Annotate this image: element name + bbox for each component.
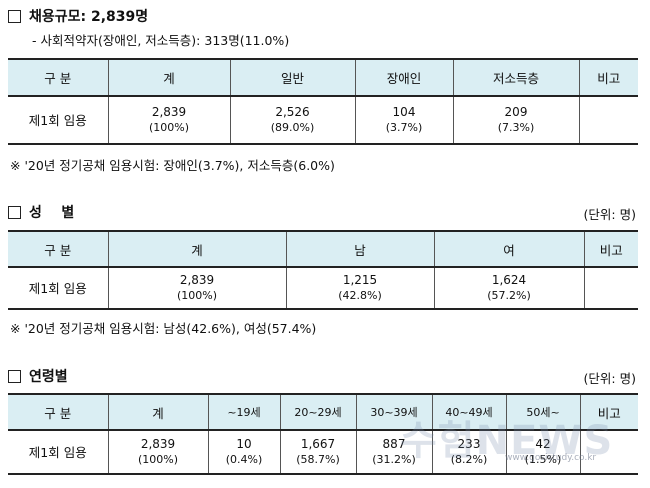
cell-percent: (3.7%)	[385, 121, 423, 134]
cell-percent: (7.3%)	[497, 121, 535, 134]
header-cell: 장애인	[354, 58, 454, 97]
header-cell: 50세~	[505, 393, 581, 431]
unit-label: (단위: 명)	[583, 371, 636, 386]
header-cell: 비고	[583, 230, 638, 268]
cell-value: 2,839	[151, 105, 187, 119]
header-cell: 저소득층	[452, 58, 580, 97]
checkbox-icon	[8, 369, 21, 383]
cell-percent: (8.2%)	[450, 453, 488, 466]
data-cell: 887 (31.2%)	[355, 429, 433, 475]
cell-value: 42	[535, 437, 551, 451]
table-row: 제1회 임용 2,839 (100%) 2,526 (89.0%) 104 (3.7%…	[8, 95, 638, 145]
data-cell: 10 (0.4%)	[207, 429, 281, 475]
cell-value: 233	[457, 437, 481, 451]
recruitment-table: 구 분 계 일반 장애인 저소득층 비고 제1회 임용 2,839 (100%) …	[8, 58, 638, 145]
cell-percent: (58.7%)	[296, 453, 340, 466]
unit-label: (단위: 명)	[583, 207, 636, 222]
checkbox-icon	[8, 9, 21, 23]
cell-value: 10	[236, 437, 252, 451]
checkbox-icon	[8, 205, 21, 219]
data-cell: 233 (8.2%)	[431, 429, 507, 475]
cell-percent: (57.2%)	[487, 289, 531, 302]
sub-note: - 사회적약자(장애인, 저소득층): 313명(11.0%)	[32, 33, 290, 48]
watermark-logo: 수험NEWS	[400, 418, 614, 464]
header-cell: 계	[107, 58, 231, 97]
cell-value: 1,624	[491, 273, 527, 287]
data-cell: 1,215 (42.8%)	[285, 266, 435, 310]
header-cell: 구 분	[8, 393, 109, 431]
row-label: 제1회 임용	[8, 429, 109, 475]
cell-value: 209	[504, 105, 528, 119]
header-cell: 일반	[229, 58, 356, 97]
header-cell: 구 분	[8, 230, 109, 268]
gender-table: 구 분 계 남 여 비고 제1회 임용 2,839 (100%) 1,215 (42…	[8, 230, 638, 310]
section-title: 채용규모: 2,839명	[29, 9, 149, 25]
data-cell: 104 (3.7%)	[354, 95, 454, 145]
cell-value: 887	[382, 437, 406, 451]
cell-percent: (31.2%)	[372, 453, 416, 466]
data-cell: 2,839 (100%)	[107, 95, 231, 145]
cell-value: 2,526	[275, 105, 310, 119]
header-cell: 구 분	[8, 58, 109, 97]
cell-percent: (89.0%)	[270, 121, 315, 134]
header-cell: 20~29세	[279, 393, 357, 431]
header-cell: 남	[285, 230, 435, 268]
remarks-cell	[579, 429, 638, 475]
header-cell: 비고	[578, 58, 638, 97]
row-label: 제1회 임용	[8, 266, 109, 310]
cell-value: 2,839	[179, 273, 215, 287]
cell-value: 104	[392, 105, 416, 119]
table-row: 제1회 임용 2,839 (100%) 10 (0.4%) 1,667 (58.7%)…	[8, 429, 638, 475]
cell-percent: (42.8%)	[338, 289, 382, 302]
header-cell: 계	[107, 393, 209, 431]
section-title: 성 별	[29, 205, 75, 221]
data-cell: 1,624 (57.2%)	[433, 266, 585, 310]
data-cell: 2,839 (100%)	[107, 429, 209, 475]
cell-percent: (100%)	[148, 121, 190, 134]
header-cell: 계	[107, 230, 287, 268]
section-heading-recruitment-size: 채용규모: 2,839명	[8, 6, 148, 26]
data-cell: 209 (7.3%)	[452, 95, 580, 145]
table-row: 제1회 임용 2,839 (100%) 1,215 (42.8%) 1,624 (57…	[8, 266, 638, 310]
header-cell: ~19세	[207, 393, 281, 431]
section-heading-age: 연령별	[8, 366, 68, 386]
cell-value: 1,215	[342, 273, 378, 287]
cell-value: 2,839	[140, 437, 176, 451]
cell-percent: (0.4%)	[225, 453, 263, 466]
section-title: 연령별	[29, 369, 68, 385]
cell-percent: (100%)	[137, 453, 179, 466]
header-cell: 비고	[579, 393, 638, 431]
data-cell: 2,839 (100%)	[107, 266, 287, 310]
data-cell: 42 (1.5%)	[505, 429, 581, 475]
cell-percent: (1.5%)	[524, 453, 562, 466]
remarks-cell	[583, 266, 638, 310]
header-cell: 여	[433, 230, 585, 268]
age-table: 구 분 계 ~19세 20~29세 30~39세 40~49세 50세~ 비고 …	[8, 393, 638, 475]
data-cell: 1,667 (58.7%)	[279, 429, 357, 475]
footnote: ※ '20년 정기공채 임용시험: 장애인(3.7%), 저소득층(6.0%)	[10, 158, 335, 173]
row-label: 제1회 임용	[8, 95, 109, 145]
section-heading-gender: 성 별	[8, 202, 74, 222]
cell-percent: (100%)	[176, 289, 218, 302]
footnote: ※ '20년 정기공채 임용시험: 남성(42.6%), 여성(57.4%)	[10, 321, 317, 336]
watermark-url: www.gosistudy.co.kr	[505, 453, 597, 463]
data-cell: 2,526 (89.0%)	[229, 95, 356, 145]
cell-value: 1,667	[300, 437, 336, 451]
remarks-cell	[578, 95, 638, 145]
